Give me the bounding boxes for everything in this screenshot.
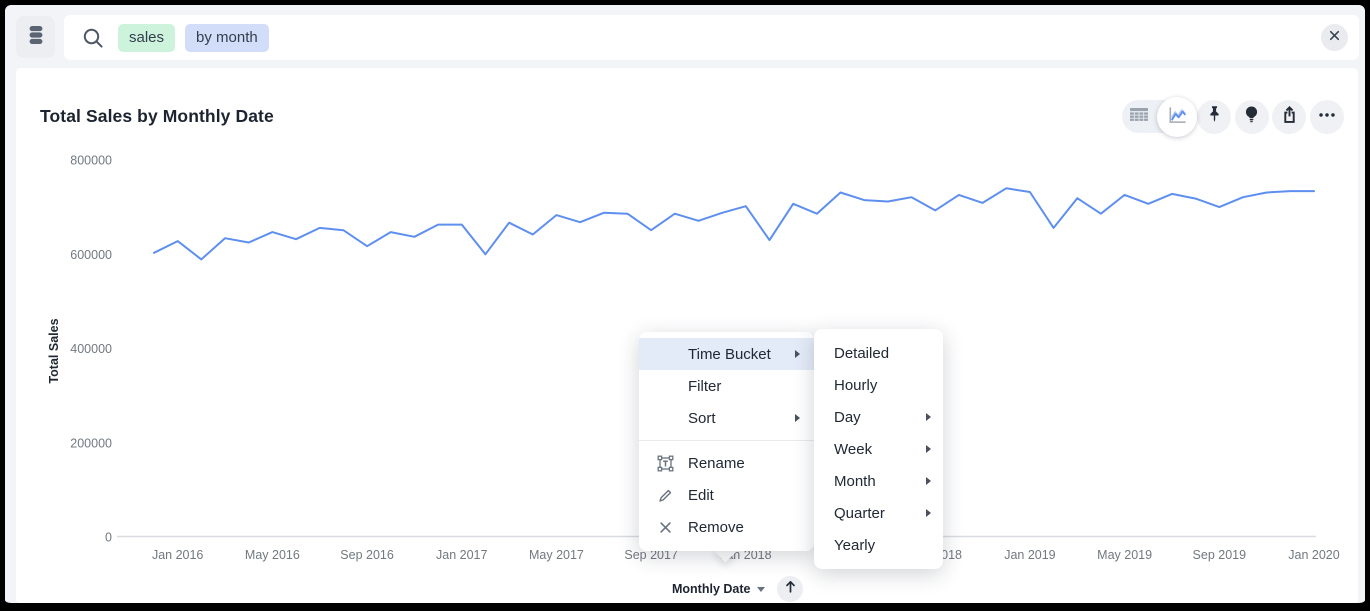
menu-item-label: Remove <box>688 518 744 536</box>
menu-item-label: Quarter <box>834 504 885 522</box>
line-chart-view-icon <box>1166 103 1189 131</box>
share-button[interactable] <box>1272 100 1306 134</box>
ellipsis-icon <box>1316 104 1338 131</box>
menu-item-rename[interactable]: Rename <box>639 447 814 479</box>
menu-item-label: Rename <box>688 454 745 472</box>
rename-icon <box>657 455 674 472</box>
x-tick-label: Jan 2019 <box>1004 548 1055 562</box>
menu-item-quarter[interactable]: Quarter <box>814 497 943 529</box>
x-tick-label: May 2019 <box>1097 548 1152 562</box>
search-token[interactable]: sales <box>118 23 176 52</box>
sort-direction-button[interactable] <box>777 576 804 602</box>
menu-item-label: Yearly <box>834 536 876 554</box>
chevron-right-icon <box>795 350 800 358</box>
database-icon <box>25 22 47 53</box>
search-bar[interactable]: sales by month <box>64 15 1359 60</box>
search-tokens: sales by month <box>118 23 269 52</box>
menu-item-month[interactable]: Month <box>814 465 943 497</box>
menu-item-label: Month <box>834 472 876 490</box>
data-source-button[interactable] <box>16 16 55 58</box>
x-tick-label: Jan 2016 <box>152 548 203 562</box>
x-tick-label: Sep 2016 <box>340 548 394 562</box>
menu-item-edit[interactable]: Edit <box>639 479 814 511</box>
column-context-menu: Time Bucket Filter Sort Rename Edit Remove <box>639 332 814 551</box>
search-close-button[interactable] <box>1321 24 1348 51</box>
y-tick-label: 600000 <box>70 248 112 262</box>
menu-item-filter[interactable]: Filter <box>639 370 814 402</box>
table-view-icon <box>1127 103 1151 132</box>
menu-item-sort[interactable]: Sort <box>639 402 814 434</box>
chevron-right-icon <box>926 477 931 485</box>
remove-icon <box>657 519 674 536</box>
menu-item-detailed[interactable]: Detailed <box>814 337 943 369</box>
chevron-right-icon <box>926 413 931 421</box>
answer-title: Total Sales by Monthly Date <box>40 106 274 126</box>
y-tick-label: 800000 <box>70 154 112 168</box>
insights-button[interactable] <box>1234 100 1269 134</box>
y-tick-label: 200000 <box>70 436 112 450</box>
menu-item-label: Week <box>834 440 873 458</box>
x-tick-label: Jan 2020 <box>1288 548 1339 562</box>
y-tick-label: 400000 <box>70 342 112 356</box>
caret-down-icon[interactable] <box>757 586 766 592</box>
x-tick-label: May 2016 <box>245 548 300 562</box>
search-token[interactable]: by month <box>185 23 269 52</box>
menu-item-day[interactable]: Day <box>814 401 943 433</box>
chevron-right-icon <box>926 509 931 517</box>
menu-item-label: Sort <box>688 409 716 427</box>
menu-item-label: Filter <box>688 377 722 395</box>
search-icon <box>81 26 105 50</box>
edit-icon <box>657 487 674 504</box>
more-actions-button[interactable] <box>1309 100 1344 134</box>
x-tick-label: Sep 2017 <box>624 548 678 562</box>
close-icon <box>1328 29 1341 47</box>
chevron-right-icon <box>926 445 931 453</box>
y-tick-label: 0 <box>105 531 112 545</box>
menu-item-spacer <box>657 410 674 427</box>
menu-item-spacer <box>657 346 674 363</box>
chevron-right-icon <box>795 414 800 422</box>
menu-item-label: Day <box>834 408 861 426</box>
menu-item-remove[interactable]: Remove <box>639 511 814 543</box>
x-tick-label: Jan 2017 <box>436 548 487 562</box>
menu-item-label: Hourly <box>834 376 878 394</box>
time-bucket-submenu: Detailed Hourly Day Week Month Quarter Yearly <box>814 329 943 569</box>
pin-icon <box>1204 104 1225 130</box>
x-axis-column-label[interactable]: Monthly Date <box>672 582 751 596</box>
series-line[interactable] <box>153 187 1315 261</box>
lightbulb-icon <box>1241 104 1262 130</box>
menu-item-label: Edit <box>688 486 714 504</box>
x-tick-label: May 2017 <box>529 548 584 562</box>
menu-item-spacer <box>657 378 674 395</box>
table-view-button[interactable] <box>1126 104 1152 130</box>
menu-item-time-bucket[interactable]: Time Bucket <box>639 338 814 370</box>
menu-item-week[interactable]: Week <box>814 433 943 465</box>
share-icon <box>1279 104 1300 130</box>
x-axis-column-control[interactable]: Monthly Date <box>672 575 804 603</box>
y-axis-title: Total Sales <box>47 318 61 383</box>
x-tick-label: Sep 2019 <box>1193 548 1247 562</box>
menu-item-label: Time Bucket <box>688 345 771 363</box>
menu-divider <box>639 440 814 441</box>
pin-button[interactable] <box>1197 100 1231 134</box>
chart-view-button[interactable] <box>1157 96 1197 137</box>
arrow-up-icon <box>782 578 799 600</box>
menu-item-hourly[interactable]: Hourly <box>814 369 943 401</box>
menu-item-yearly[interactable]: Yearly <box>814 529 943 561</box>
menu-item-label: Detailed <box>834 344 890 362</box>
